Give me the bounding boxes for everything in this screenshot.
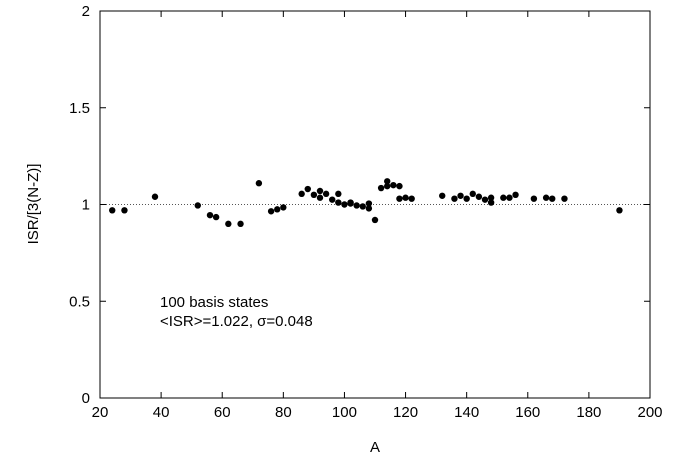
data-point [335, 190, 342, 198]
data-point [408, 195, 415, 202]
y-axis-label: ISR/[3(N-Z)] [25, 164, 42, 245]
data-point [530, 195, 538, 202]
data-point [500, 194, 507, 201]
data-point [384, 178, 391, 185]
data-point [487, 194, 495, 201]
y-tick-label: 2 [82, 3, 90, 20]
data-point [390, 181, 397, 189]
data-point [371, 216, 379, 224]
data-point [304, 185, 311, 193]
x-tick-label: 100 [332, 404, 357, 421]
data-point [225, 220, 232, 228]
x-tick-label: 180 [576, 404, 601, 421]
data-point [194, 202, 201, 209]
x-tick-label: 80 [275, 404, 292, 421]
data-point [151, 193, 159, 200]
data-point [457, 192, 464, 199]
data-point [542, 194, 550, 201]
y-tick-label: 0 [82, 390, 90, 407]
plot-frame [99, 10, 651, 399]
data-point [475, 193, 483, 200]
x-tick-label: 200 [637, 404, 662, 421]
x-tick-label: 20 [92, 404, 109, 421]
data-point [280, 204, 287, 211]
data-point [487, 199, 495, 206]
data-point [121, 207, 128, 214]
data-point [335, 199, 342, 206]
data-point [512, 191, 519, 199]
data-point [481, 196, 489, 203]
y-tick-label: 0.5 [69, 293, 90, 310]
data-point [365, 205, 373, 212]
data-point [109, 207, 116, 214]
x-axis-label: A [370, 439, 380, 456]
data-point [469, 190, 476, 198]
y-tick-label: 1.5 [69, 100, 90, 117]
data-point [359, 203, 366, 210]
data-point [463, 195, 470, 202]
x-tick-label: 40 [153, 404, 170, 421]
data-point [341, 201, 348, 208]
data-point [384, 182, 391, 190]
data-point [329, 196, 336, 203]
data-point [298, 190, 305, 198]
data-point [267, 208, 275, 215]
data-point [439, 192, 446, 199]
y-tick-label: 1 [82, 197, 90, 214]
data-point [274, 206, 281, 213]
x-tick-label: 160 [515, 404, 540, 421]
data-point [353, 202, 360, 209]
data-point [451, 195, 458, 202]
data-point [396, 195, 403, 202]
data-point [616, 207, 623, 214]
annotation-mean-sigma: <ISR>=1.022, σ=0.048 [160, 313, 313, 330]
data-point [206, 211, 214, 219]
data-point [506, 194, 513, 201]
data-point [402, 194, 409, 201]
data-point [310, 191, 318, 199]
x-tick-label: 120 [393, 404, 418, 421]
data-point [322, 190, 330, 198]
data-point [549, 195, 556, 202]
data-point [212, 213, 220, 221]
data-point [396, 182, 403, 190]
data-point [237, 220, 244, 228]
data-point [255, 180, 263, 187]
annotation-basis-states: 100 basis states [160, 294, 268, 311]
data-point [316, 187, 324, 195]
data-point [377, 184, 385, 192]
data-point [561, 195, 568, 202]
x-tick-label: 140 [454, 404, 479, 421]
data-point [316, 194, 324, 201]
data-point [365, 200, 373, 207]
data-point [347, 200, 354, 207]
x-tick-label: 60 [214, 404, 231, 421]
